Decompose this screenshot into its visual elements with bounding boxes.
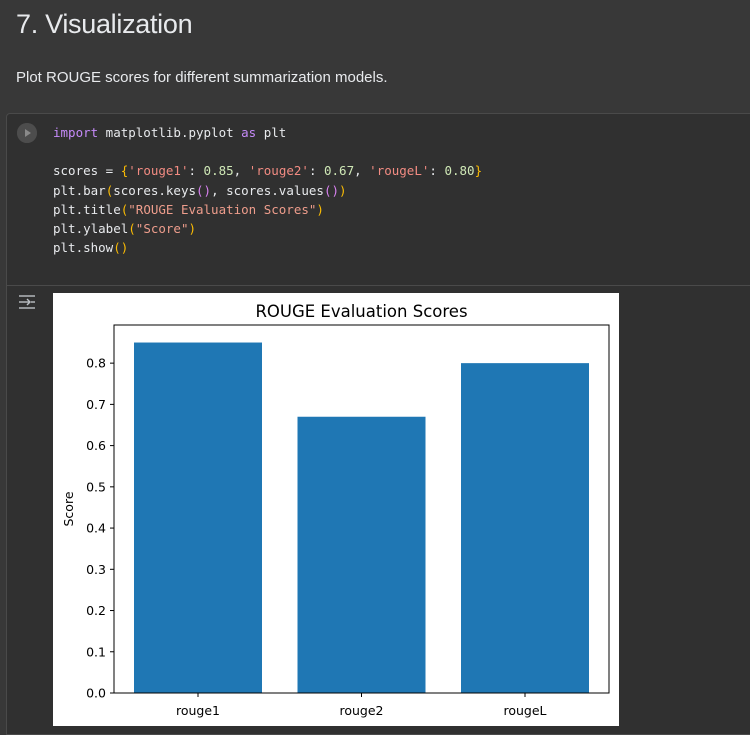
code-token: ( [128,220,136,236]
code-token: plt [256,125,287,140]
code-token: , [354,163,370,179]
x-tick-label: rougeL [503,703,546,718]
x-tick-label: rouge2 [339,703,383,718]
code-line: plt.bar(scores.keys(), scores.values()) [53,181,482,200]
code-line: scores = {'rouge1': 0.85, 'rouge2': 0.67… [53,161,482,180]
y-axis-label: Score [61,491,76,526]
code-token: scores.keys [113,182,197,198]
output-toggle-button[interactable] [17,292,37,312]
output-toggle-icon [19,295,35,309]
code-token: 'rouge2' [248,163,309,179]
code-token: } [474,163,483,179]
code-token: plt.ylabel [53,220,129,236]
code-token: plt.bar [53,182,106,198]
code-token: ) [316,201,324,217]
code-token: ) [339,182,347,198]
code-token: 'rougeL' [369,163,430,179]
code-token: : [429,163,445,179]
play-circle-icon [17,123,37,143]
x-tick-label: rouge1 [176,703,220,718]
code-token: () [113,240,129,256]
code-line [53,142,482,161]
y-tick-label: 0.7 [86,397,106,412]
y-tick-label: 0.6 [86,438,106,453]
code-token: scores = [53,163,121,179]
code-token: ( [105,182,114,198]
run-cell-button[interactable] [17,123,37,143]
code-token: import [53,125,99,140]
code-token: ( [120,201,129,217]
y-tick-label: 0.3 [86,562,106,577]
code-token: plt.title [53,201,121,217]
code-token: "ROUGE Evaluation Scores" [128,201,317,217]
code-token: as [241,125,257,140]
code-editor[interactable]: import matplotlib.pyplot as plt scores =… [53,123,482,257]
section-heading: 7. Visualization [16,9,193,39]
code-line: plt.title("ROUGE Evaluation Scores") [53,200,482,219]
bar-rouge1 [134,342,262,693]
y-tick-label: 0.4 [86,521,106,536]
y-tick-label: 0.8 [86,356,106,371]
output-divider [7,285,750,286]
code-token: 0.67 [324,163,355,179]
code-token: plt.show [53,240,114,256]
code-token: : [188,163,204,179]
bar-chart: 0.0 0.1 0.2 0.3 0.4 0.5 0.6 0.7 0.8 rouge1 rouge2 r… [61,302,610,718]
y-tick-label: 0.2 [86,603,106,618]
y-tick-label: 0.1 [86,644,106,659]
code-token: matplotlib.pyplot [98,125,242,140]
code-token: 'rouge1' [128,163,189,179]
chart-figure: 0.0 0.1 0.2 0.3 0.4 0.5 0.6 0.7 0.8 rouge1 rouge2 r… [53,293,619,726]
code-token: () [196,182,212,198]
code-line: plt.show() [53,238,482,257]
code-token: , scores.values [211,182,324,198]
code-line: import matplotlib.pyplot as plt [53,123,482,142]
section-description: Plot ROUGE scores for different summariz… [16,69,388,86]
code-token: , [233,163,249,179]
code-token: () [323,182,340,198]
chart-title: ROUGE Evaluation Scores [255,302,467,321]
code-token: 0.80 [444,163,475,179]
code-token: "Score" [135,220,189,236]
code-line: plt.ylabel("Score") [53,219,482,238]
code-token: : [308,163,324,179]
code-token: { [120,163,129,179]
bar-rougeL [461,363,589,693]
y-tick-label: 0.0 [86,686,106,701]
code-token: ) [188,220,197,236]
y-tick-label: 0.5 [86,479,106,494]
code-token: 0.85 [203,163,234,179]
bar-rouge2 [297,416,426,693]
